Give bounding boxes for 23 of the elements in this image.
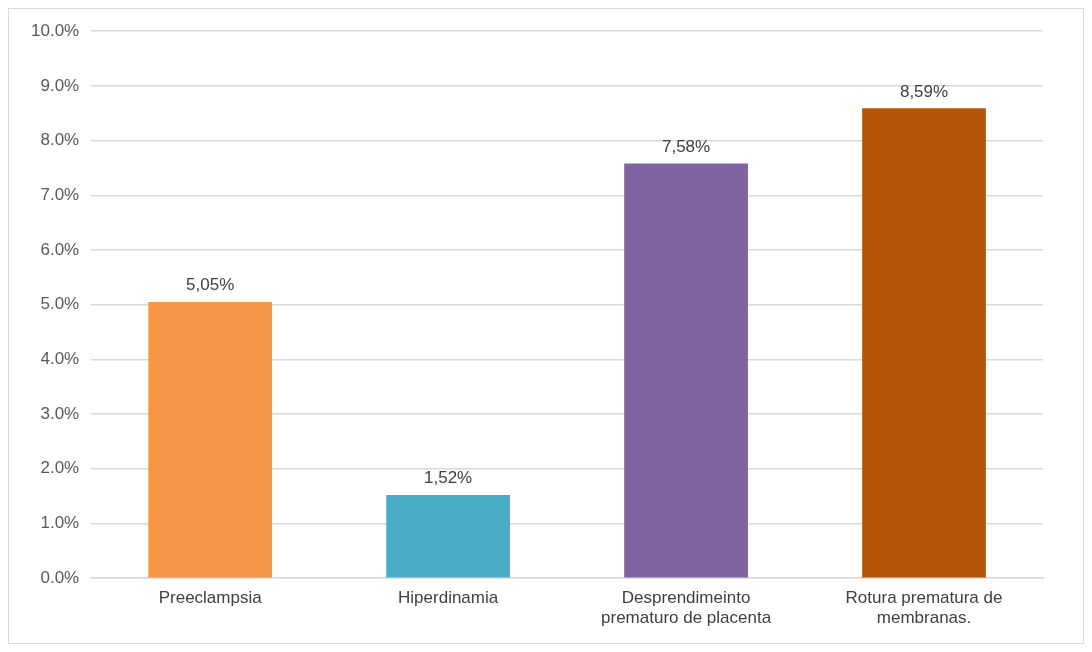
y-tick-label: 7.0%	[40, 184, 80, 204]
data-label: 1,52%	[424, 468, 473, 488]
data-label: 5,05%	[186, 275, 235, 295]
bar	[862, 108, 986, 578]
data-label: 8,59%	[899, 81, 949, 101]
data-label: 7,58%	[661, 136, 711, 156]
x-tick-label: Rotura prematura de membranas.	[845, 588, 1003, 628]
bar	[148, 301, 273, 578]
bar	[386, 495, 510, 578]
bar	[624, 163, 748, 578]
y-tick-label: 10.0%	[31, 20, 80, 40]
y-tick-label: 1.0%	[40, 513, 80, 533]
y-tick-label: 6.0%	[40, 239, 80, 259]
y-tick-label: 9.0%	[40, 75, 80, 95]
y-tick-label: 3.0%	[40, 403, 80, 423]
x-tick-label: Desprendimeinto prematuro de placenta	[601, 588, 772, 628]
y-tick-label: 8.0%	[40, 130, 80, 150]
y-tick-label: 4.0%	[40, 349, 80, 369]
x-tick-label: Hiperdinamia	[398, 588, 499, 608]
y-tick-label: 0.0%	[40, 567, 80, 587]
y-tick-label: 2.0%	[40, 458, 80, 478]
y-tick-label: 5.0%	[40, 294, 80, 314]
x-tick-label: Preeclampsia	[158, 588, 263, 608]
